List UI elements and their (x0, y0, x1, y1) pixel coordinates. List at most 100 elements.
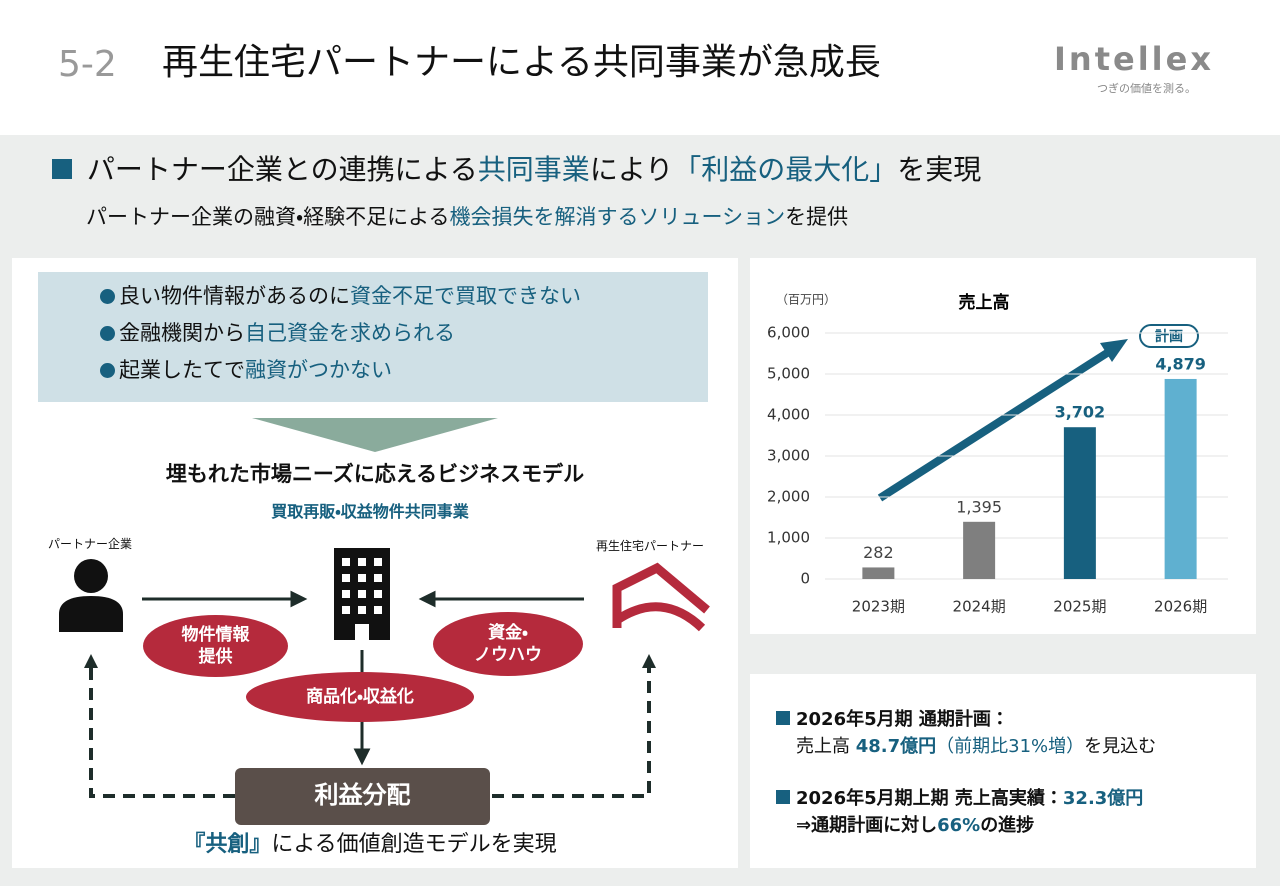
problem-box (38, 272, 708, 402)
arrows (142, 590, 584, 766)
text: 融資がつかない (245, 358, 392, 382)
logo: Intellex (1054, 40, 1214, 78)
y-tick-label: 6,000 (767, 324, 810, 342)
diagram (59, 418, 710, 825)
y-tick-label: 5,000 (767, 365, 810, 383)
value-label: 3,702 (1055, 403, 1106, 422)
text: 機会損失を解消するソリューション (449, 205, 786, 229)
arrow-head (642, 654, 656, 668)
y-tick-label: 3,000 (767, 447, 810, 465)
right-party: 再生住宅パートナー (596, 539, 705, 553)
slide-title: 再生住宅パートナーによる共同事業が急成長 (162, 42, 881, 83)
value-label: 282 (863, 543, 894, 562)
text: 『共創』 (183, 832, 272, 857)
text: ⇒通期計画に対し (796, 815, 938, 836)
text: 自己資金を求められる (245, 321, 455, 345)
highlight-body: 売上高 48.7億円（前期比31%増）を見込む (796, 736, 1156, 758)
problem: 起業したてで融資がつかない (100, 358, 392, 383)
y-tick-label: 4,000 (767, 406, 810, 424)
text: の進捗 (980, 815, 1035, 836)
bar (862, 567, 895, 579)
text: パートナー企業の融資・経験不足による (86, 205, 450, 229)
tagline: つぎの価値を測る。 (1097, 82, 1196, 95)
text: を見込む (1084, 736, 1157, 757)
text: 資金不足で買取できない (350, 284, 581, 308)
text: 66% (937, 815, 981, 836)
chart: （百万円） 売上高 計画 0 1,000 2,000 3,000 4,000 5,000 6… (767, 292, 1228, 616)
bar (1164, 378, 1197, 579)
text: 良い物件情報があるのに (119, 284, 350, 308)
bullet (776, 790, 790, 804)
text: 48.7億円 (855, 736, 937, 757)
text: 物件情報 (181, 624, 250, 645)
text: 商品化・収益化 (306, 686, 414, 707)
highlight-heading: 2026年5月期 通期計画： (776, 709, 1009, 731)
result-box (235, 768, 490, 825)
headline: パートナー企業との連携による共同事業により「利益の最大化」を実現 (52, 153, 981, 187)
y-tick-label: 1,000 (767, 529, 810, 547)
text: を提供 (785, 205, 849, 229)
text: 資金・ (488, 622, 528, 643)
header-band (0, 0, 1280, 135)
house-logo (612, 562, 710, 632)
highlight-panel (750, 674, 1256, 868)
y-tick-label: 2,000 (767, 488, 810, 506)
x-tick-label: 2023期 (852, 598, 905, 616)
text: 2026年5月期 通期計画： (796, 709, 1009, 730)
text: による価値創造モデルを実現 (271, 832, 557, 857)
annotation-box (1139, 324, 1199, 348)
person-icon (59, 559, 123, 632)
text: を実現 (897, 153, 982, 186)
value-label: 1,395 (956, 497, 1002, 516)
flow-bubble: 資金・ ノウハウ (433, 612, 583, 676)
text: （前期比31%増） (936, 736, 1085, 757)
text: 起業したてで (119, 358, 245, 382)
highlight-heading: 2026年5月期上期 売上高実績：32.3億円 (776, 788, 1143, 810)
x-tick-label: 2025期 (1053, 598, 1106, 616)
annotation: 計画 (1155, 328, 1183, 345)
trend-arrow-head (1100, 339, 1128, 362)
flow-bubble: 物件情報 提供 (143, 615, 288, 677)
flow-bubble: 商品化・収益化 (246, 672, 474, 722)
return-arrows (89, 668, 651, 798)
highlight-body: ⇒通期計画に対し66%の進捗 (796, 815, 1034, 837)
problem: 良い物件情報があるのに資金不足で買取できない (100, 284, 581, 309)
bullet (776, 711, 790, 725)
unit-label: （百万円） (776, 293, 836, 307)
text: 32.3億円 (1062, 788, 1144, 809)
down-triangle (252, 418, 498, 452)
building-icon (334, 548, 390, 640)
problem: 金融機関から自己資金を求められる (100, 321, 455, 346)
bullet (100, 326, 115, 341)
bullet (100, 363, 115, 378)
text: 2026年5月期上期 売上高実績： (796, 788, 1063, 809)
text: 「利益の最大化」 (673, 153, 898, 186)
bar (963, 521, 996, 579)
text: 共同事業 (477, 153, 590, 186)
value-label: 4,879 (1155, 354, 1206, 373)
model-subtitle: 買取再販・収益物件共同事業 (271, 502, 469, 521)
arrow-head (84, 654, 98, 668)
text: ノウハウ (474, 645, 542, 665)
result-text: 利益分配 (314, 781, 411, 809)
text: 売上高 (796, 736, 856, 757)
x-tick-label: 2026期 (1154, 598, 1207, 616)
text: パートナー企業との連携による (86, 153, 478, 186)
chart-title: 売上高 (959, 292, 1010, 313)
conclusion: 『共創』による価値創造モデルを実現 (0, 832, 740, 858)
model-title: 埋もれた市場ニーズに応えるビジネスモデル (165, 462, 585, 486)
section-number: 5-2 (58, 44, 117, 85)
left-party: パートナー企業 (48, 537, 133, 551)
subline: パートナー企業の融資・経験不足による機会損失を解消するソリューションを提供 (86, 205, 848, 230)
y-tick-label: 0 (800, 570, 810, 588)
x-tick-label: 2024期 (953, 598, 1006, 616)
bullet (52, 159, 72, 179)
bar (1063, 427, 1096, 579)
bullet (100, 289, 115, 304)
text: 提供 (198, 647, 233, 667)
text: により (589, 153, 674, 186)
trend-arrow (877, 342, 1121, 502)
text: 金融機関から (119, 321, 245, 345)
